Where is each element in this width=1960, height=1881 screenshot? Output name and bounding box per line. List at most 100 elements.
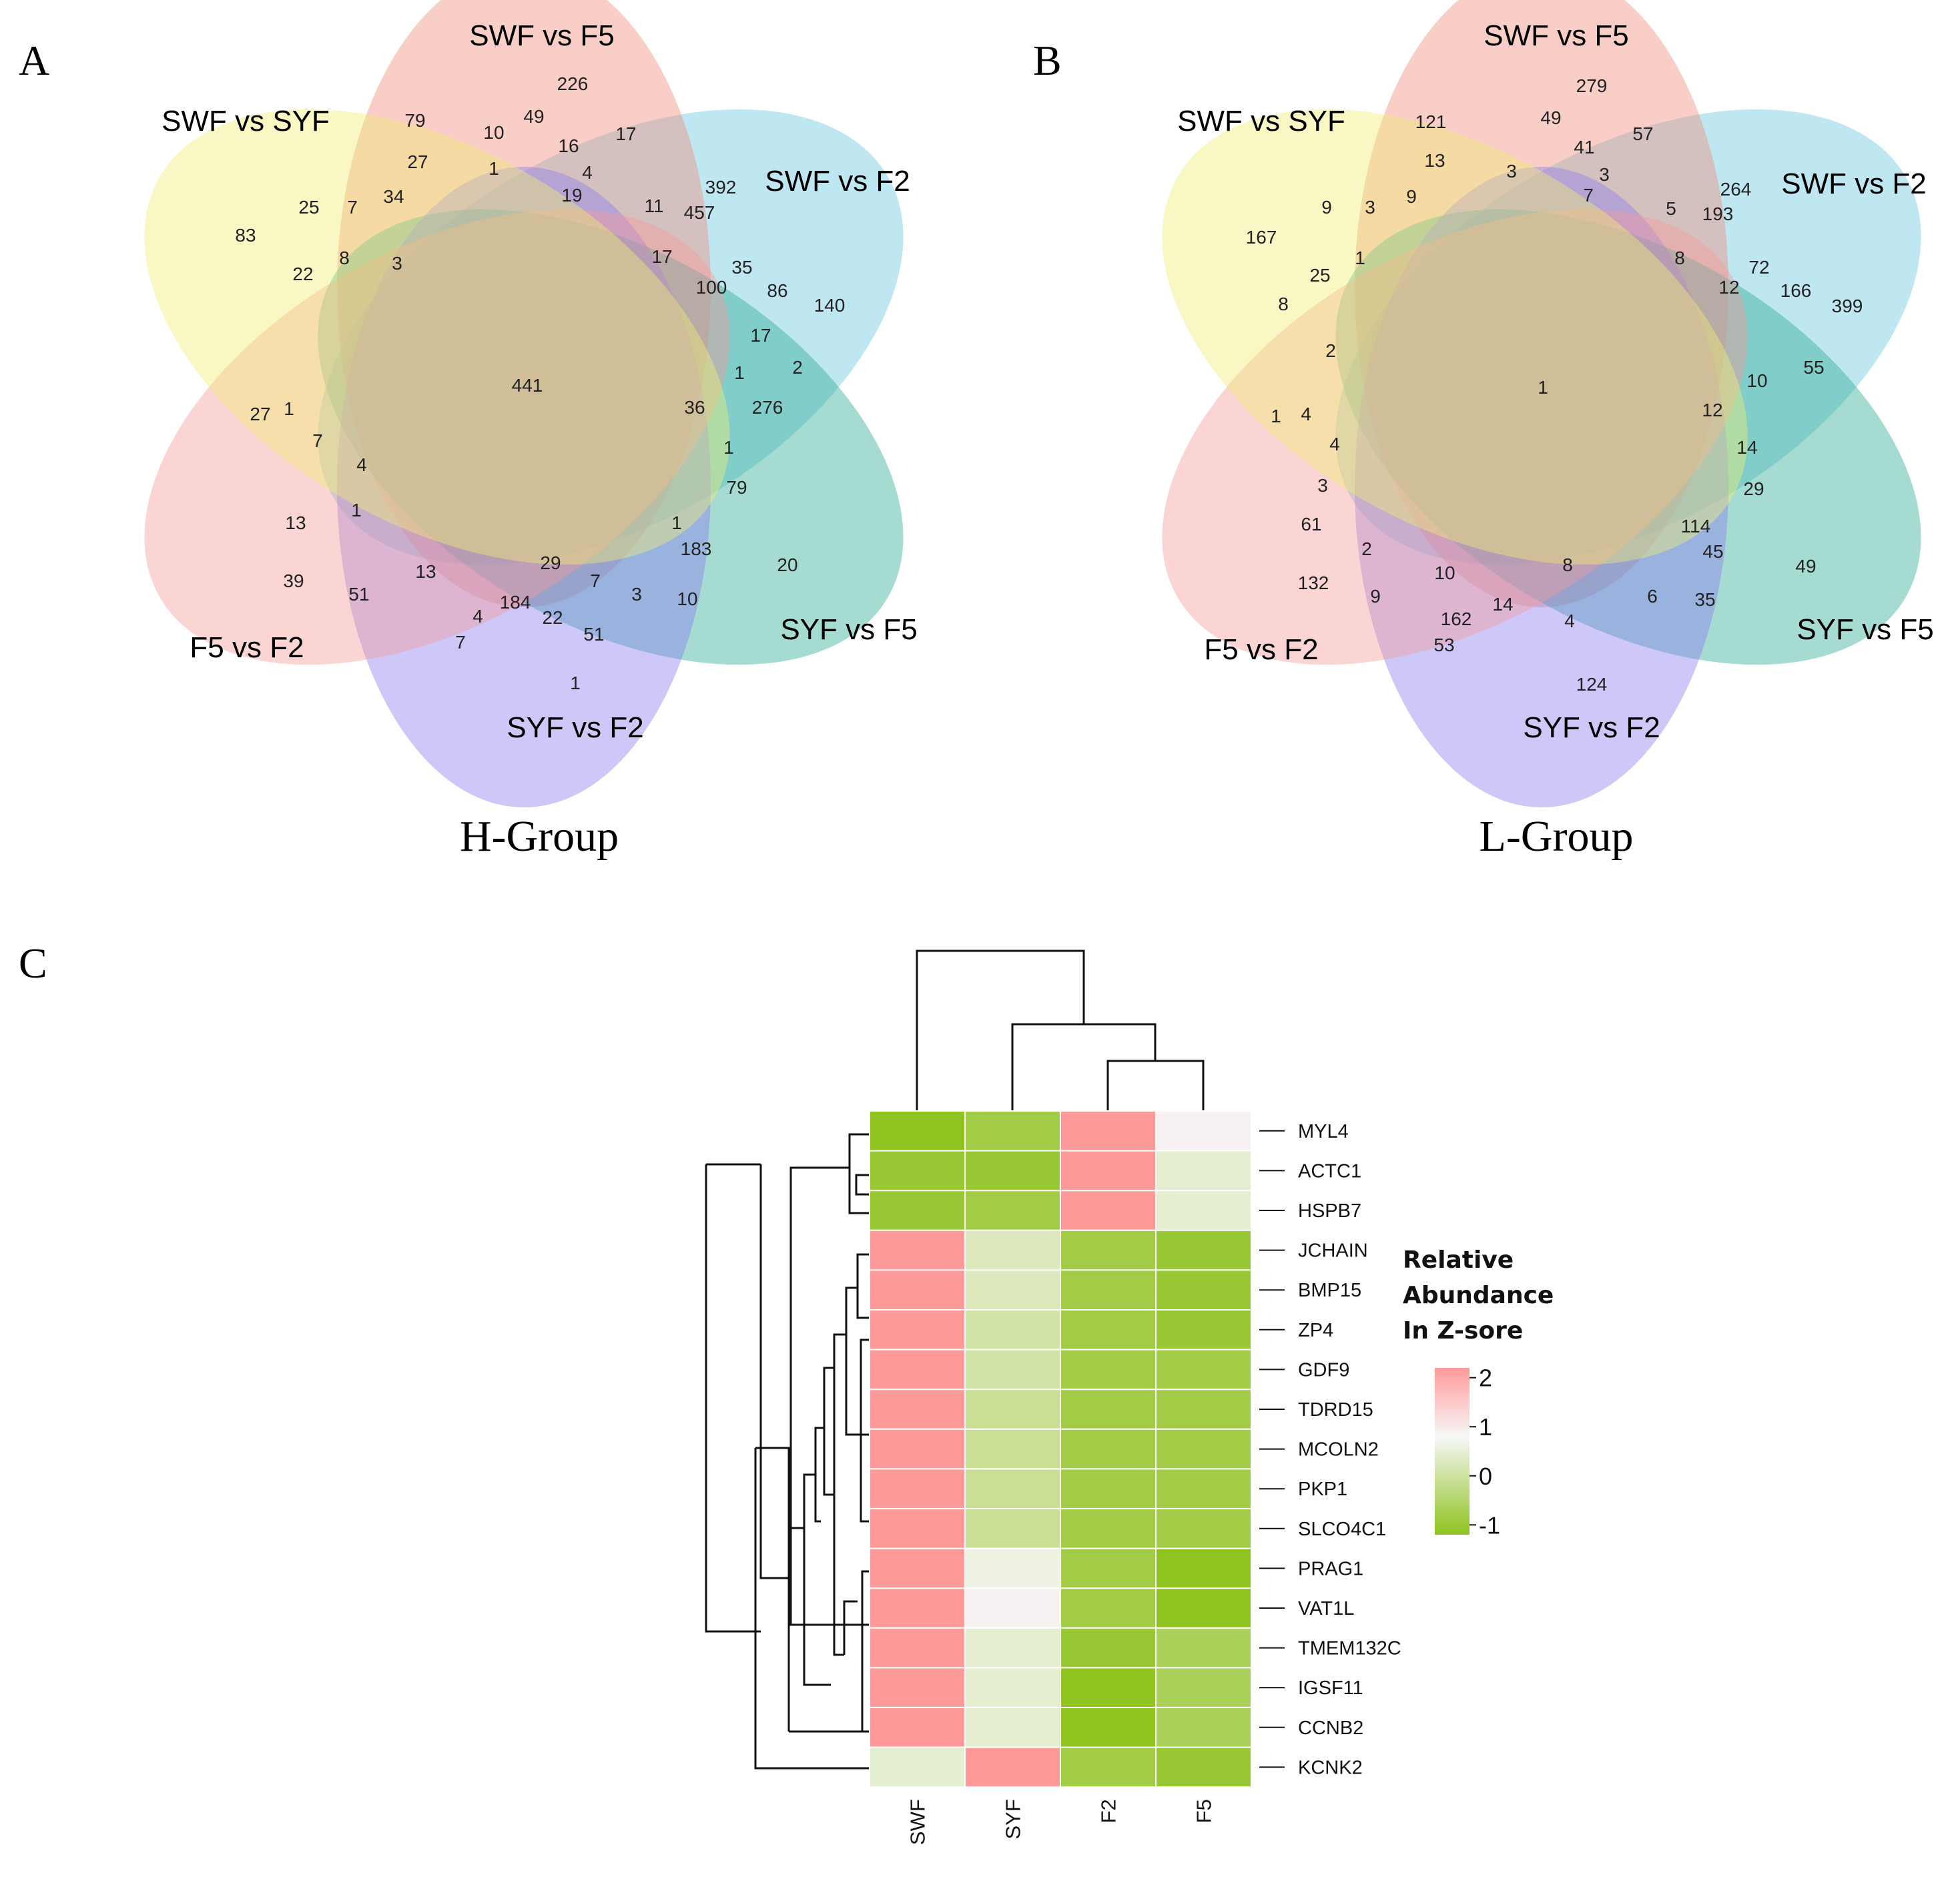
venn-b-set-label-1: SWF vs F5: [1484, 19, 1629, 52]
legend-color-bar: [1435, 1368, 1469, 1535]
heatmap-cell: [964, 1229, 1061, 1271]
heatmap-cell: [1155, 1190, 1252, 1231]
row-label: PKP1: [1298, 1479, 1347, 1500]
row-label: CCNB2: [1298, 1718, 1363, 1739]
venn-region-count: 1: [1538, 377, 1548, 398]
venn-region-count: 10: [1434, 562, 1455, 583]
heatmap-cell: [869, 1389, 966, 1430]
heatmap-cell: [869, 1150, 966, 1192]
heatmap-cell: [869, 1627, 966, 1669]
venn-a-set-6: [144, 109, 730, 565]
heatmap-cell: [964, 1190, 1061, 1231]
venn-a-set-4: [337, 167, 711, 807]
heatmap-cell: [1155, 1468, 1252, 1509]
heatmap-cell: [1060, 1150, 1157, 1192]
venn-region-count: 7: [590, 571, 601, 591]
heatmap-cell: [964, 1150, 1061, 1192]
column-label: SWF: [906, 1799, 930, 1845]
heatmap-cell: [1155, 1150, 1252, 1192]
column-label: SYF: [1002, 1799, 1025, 1839]
venn-region-count: 83: [235, 225, 256, 246]
panel-label-b: B: [1033, 37, 1062, 84]
venn-region-count: 166: [1780, 280, 1812, 301]
venn-region-count: 29: [540, 552, 561, 573]
venn-b-set-2: [1355, 0, 1728, 607]
venn-b-set-6: [1162, 109, 1748, 565]
venn-region-count: 140: [814, 295, 846, 316]
venn-region-count: 226: [557, 73, 589, 94]
legend-tick-label: 0: [1479, 1463, 1492, 1490]
heatmap-cell: [964, 1428, 1061, 1470]
row-label: JCHAIN: [1298, 1240, 1368, 1262]
venn-region-count: 19: [561, 185, 582, 206]
heatmap-cell: [1060, 1389, 1157, 1430]
heatmap-row-labels: MYL4 ACTC1 HSPB7 JCHAIN BMP15 ZP4 GDF9 TDRD15 MC…: [1259, 1121, 1401, 1778]
venn-region-count: 22: [292, 264, 313, 284]
heatmap-cell: [964, 1110, 1061, 1152]
venn-region-count: 13: [285, 512, 306, 533]
legend-ticks: 2 1 0 -1: [1469, 1365, 1500, 1539]
heatmap-cells: [869, 1110, 1252, 1788]
venn-region-count: 124: [1576, 674, 1608, 695]
venn-region-count: 1: [671, 512, 682, 533]
heatmap-cell: [869, 1110, 966, 1152]
venn-b-set-5: [1162, 209, 1748, 665]
heatmap-cell: [1155, 1508, 1252, 1549]
venn-region-count: 10: [483, 122, 504, 143]
venn-region-count: 9: [1406, 186, 1417, 207]
heatmap-cell: [1060, 1428, 1157, 1470]
venn-region-count: 17: [615, 123, 636, 144]
venn-region-count: 3: [1599, 164, 1610, 185]
venn-region-count: 392: [705, 177, 737, 198]
venn-a-set-label-1: SWF vs F5: [469, 19, 615, 52]
heatmap: MYL4 ACTC1 HSPB7 JCHAIN BMP15 ZP4 GDF9 TDRD15 MC…: [705, 950, 1554, 1845]
venn-region-count: 1: [1355, 248, 1365, 268]
venn-region-count: 1: [284, 398, 294, 419]
heatmap-cell: [964, 1667, 1061, 1708]
venn-region-count: 4: [356, 454, 367, 475]
heatmap-cell: [869, 1229, 966, 1271]
venn-region-count: 34: [383, 186, 404, 207]
heatmap-cell: [1060, 1627, 1157, 1669]
row-label: SLCO4C1: [1298, 1519, 1386, 1540]
heatmap-cell: [1060, 1349, 1157, 1391]
venn-region-count: 162: [1441, 609, 1472, 629]
heatmap-cell: [869, 1707, 966, 1748]
heatmap-cell: [964, 1468, 1061, 1509]
venn-region-count: 8: [1562, 554, 1573, 575]
row-label: ZP4: [1298, 1320, 1333, 1341]
venn-region-count: 100: [696, 277, 727, 298]
heatmap-column-labels: SWF SYF F2 F5: [906, 1799, 1216, 1845]
venn-region-count: 7: [1583, 185, 1594, 206]
venn-region-count: 1: [488, 158, 499, 179]
venn-region-count: 49: [523, 106, 544, 127]
venn-region-count: 25: [298, 197, 319, 218]
venn-region-count: 184: [500, 592, 531, 613]
venn-b-title: L-Group: [1480, 812, 1634, 861]
heatmap-cell: [964, 1707, 1061, 1748]
venn-region-count: 39: [283, 571, 304, 591]
panel-label-a: A: [19, 37, 49, 84]
venn-region-count: 399: [1832, 296, 1863, 316]
venn-b-set-label-5: SYF vs F2: [1523, 711, 1660, 744]
venn-region-count: 3: [1506, 161, 1517, 181]
venn-region-count: 72: [1748, 257, 1769, 278]
heatmap-cell: [869, 1667, 966, 1708]
heatmap-cell: [1155, 1309, 1252, 1351]
venn-region-count: 3: [631, 584, 642, 605]
heatmap-cell: [1060, 1110, 1157, 1152]
heatmap-cell: [1060, 1190, 1157, 1231]
venn-region-count: 45: [1702, 541, 1723, 562]
venn-region-count: 4: [582, 162, 593, 183]
venn-region-count: 7: [455, 632, 466, 653]
heatmap-cell: [1155, 1349, 1252, 1391]
venn-region-count: 79: [726, 477, 747, 498]
venn-region-count: 7: [312, 430, 323, 451]
legend-tick-label: 2: [1479, 1365, 1492, 1392]
venn-region-count: 12: [1702, 400, 1722, 420]
venn-region-count: 9: [1370, 586, 1381, 607]
venn-region-count: 1: [723, 437, 734, 458]
legend-title-line-1: Relative: [1403, 1246, 1514, 1274]
heatmap-cell: [1155, 1547, 1252, 1589]
